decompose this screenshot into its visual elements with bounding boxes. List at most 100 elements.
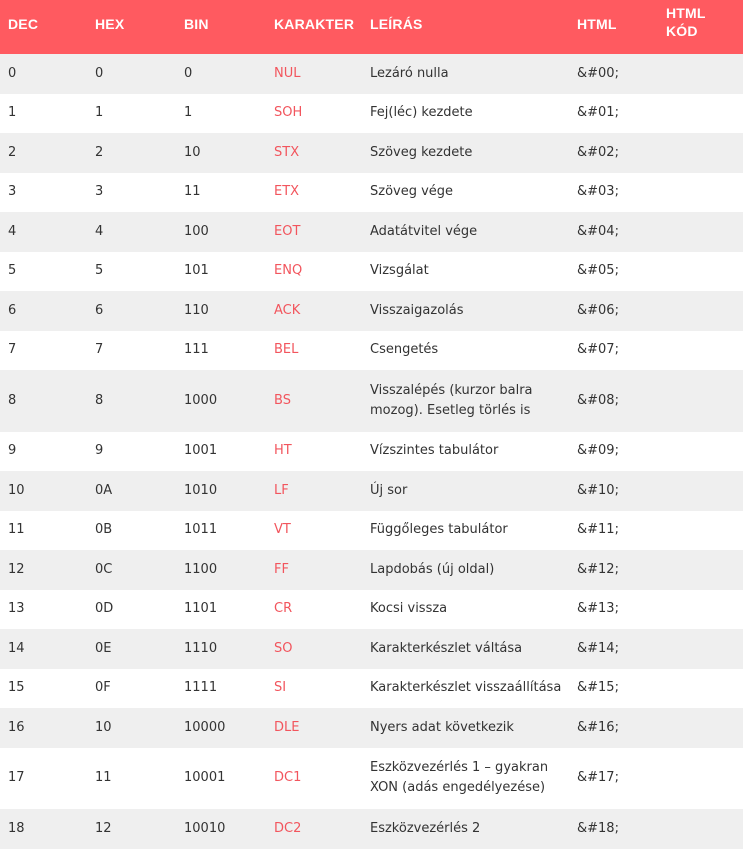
cell-karakter: DC1 bbox=[274, 770, 302, 786]
table-row: 1 1 1 SOH Fej(léc) kezdete &#01; bbox=[0, 93, 743, 134]
cell-dec: 15 bbox=[8, 680, 25, 696]
table-row: 2 2 10 STX Szöveg kezdete &#02; bbox=[0, 133, 743, 173]
header-bin: BIN bbox=[184, 16, 209, 32]
cell-hex: 7 bbox=[95, 342, 104, 358]
table-row: 9 9 1001 HT Vízszintes tabulátor &#09; bbox=[0, 431, 743, 471]
cell-html-kod bbox=[658, 590, 743, 630]
cell-leiras: Lapdobás (új oldal) bbox=[370, 561, 495, 577]
cell-html: &#08; bbox=[577, 392, 619, 408]
cell-html: &#04; bbox=[577, 223, 619, 239]
table-row: 8 8 1000 BS Visszalépés (kurzor balra mozog)… bbox=[0, 370, 743, 432]
cell-dec: 0 bbox=[8, 65, 17, 81]
cell-html: &#06; bbox=[577, 302, 619, 318]
cell-dec: 6 bbox=[8, 302, 17, 318]
cell-hex: 6 bbox=[95, 302, 104, 318]
header-dec: DEC bbox=[8, 16, 39, 32]
cell-hex: 5 bbox=[95, 263, 104, 279]
table-body: 0 0 0 NUL Lezáró nulla &#00; 1 1 1 SOH Fej(léc) ke… bbox=[0, 54, 743, 849]
table-row: 7 7 111 BEL Csengetés &#07; bbox=[0, 330, 743, 371]
cell-leiras: Függőleges tabulátor bbox=[370, 522, 508, 538]
cell-karakter: DC2 bbox=[274, 820, 302, 836]
cell-dec: 5 bbox=[8, 263, 17, 279]
cell-dec: 7 bbox=[8, 342, 17, 358]
cell-bin: 1010 bbox=[184, 482, 218, 498]
cell-dec: 10 bbox=[8, 482, 25, 498]
cell-bin: 10000 bbox=[184, 719, 226, 735]
cell-html: &#14; bbox=[577, 640, 619, 656]
cell-dec: 18 bbox=[8, 820, 25, 836]
cell-bin: 111 bbox=[184, 342, 209, 358]
cell-html-kod bbox=[658, 331, 743, 371]
cell-html-kod bbox=[658, 809, 743, 849]
cell-html: &#16; bbox=[577, 719, 619, 735]
cell-bin: 1111 bbox=[184, 680, 218, 696]
table-row: 17 11 10001 DC1 Eszközvezérlés 1 – gyakran X… bbox=[0, 747, 743, 810]
cell-hex: 0F bbox=[95, 680, 111, 696]
cell-html-kod bbox=[658, 708, 743, 748]
table-row: 13 0D 1101 CR Kocsi vissza &#13; bbox=[0, 589, 743, 630]
cell-html: &#01; bbox=[577, 105, 619, 121]
cell-leiras: Lezáró nulla bbox=[370, 65, 449, 81]
cell-html-kod bbox=[658, 669, 743, 709]
cell-hex: 10 bbox=[95, 719, 112, 735]
cell-html: &#12; bbox=[577, 561, 619, 577]
cell-bin: 100 bbox=[184, 223, 209, 239]
cell-karakter: SOH bbox=[274, 105, 303, 121]
cell-html: &#00; bbox=[577, 65, 619, 81]
cell-dec: 11 bbox=[8, 522, 25, 538]
cell-hex: 4 bbox=[95, 223, 104, 239]
cell-dec: 16 bbox=[8, 719, 25, 735]
cell-leiras: Fej(léc) kezdete bbox=[370, 105, 473, 121]
cell-leiras: Vizsgálat bbox=[370, 263, 429, 279]
cell-bin: 11 bbox=[184, 184, 201, 200]
table-row: 0 0 0 NUL Lezáró nulla &#00; bbox=[0, 54, 743, 94]
cell-bin: 10 bbox=[184, 144, 201, 160]
cell-leiras: Szöveg kezdete bbox=[370, 144, 473, 160]
cell-leiras: Kocsi vissza bbox=[370, 601, 448, 617]
table-row: 5 5 101 ENQ Vizsgálat &#05; bbox=[0, 251, 743, 292]
cell-html: &#07; bbox=[577, 342, 619, 358]
table-header: DEC HEX BIN KARAKTER LEÍRÁS HTML HTML KÓ… bbox=[0, 0, 743, 54]
cell-hex: 12 bbox=[95, 820, 112, 836]
cell-karakter: EOT bbox=[274, 223, 301, 239]
header-leiras: LEÍRÁS bbox=[370, 16, 423, 32]
cell-leiras: Adatátvitel vége bbox=[370, 223, 478, 239]
cell-html-kod bbox=[658, 212, 743, 252]
cell-hex: 0C bbox=[95, 561, 113, 577]
cell-html: &#02; bbox=[577, 144, 619, 160]
cell-leiras: Nyers adat következik bbox=[370, 719, 514, 735]
cell-html-kod bbox=[658, 511, 743, 551]
cell-bin: 1100 bbox=[184, 561, 218, 577]
table-row: 14 0E 1110 SO Karakterkészlet váltása &#14; bbox=[0, 629, 743, 669]
cell-html: &#09; bbox=[577, 443, 619, 459]
cell-html-kod bbox=[658, 629, 743, 669]
table-row: 10 0A 1010 LF Új sor &#10; bbox=[0, 471, 743, 511]
cell-html: &#10; bbox=[577, 482, 619, 498]
cell-bin: 101 bbox=[184, 263, 209, 279]
cell-dec: 3 bbox=[8, 184, 17, 200]
cell-karakter: LF bbox=[274, 482, 289, 498]
cell-dec: 12 bbox=[8, 561, 25, 577]
cell-karakter: BEL bbox=[274, 342, 299, 358]
cell-dec: 13 bbox=[8, 601, 25, 617]
cell-leiras: Karakterkészlet váltása bbox=[370, 640, 523, 656]
cell-html-kod bbox=[658, 133, 743, 173]
cell-karakter: STX bbox=[274, 144, 300, 160]
cell-html-kod bbox=[658, 252, 743, 292]
cell-karakter: NUL bbox=[274, 65, 301, 81]
cell-html-kod bbox=[658, 54, 743, 94]
cell-leiras: Eszközvezérlés 1 – gyakran XON (adás eng… bbox=[370, 760, 549, 796]
cell-leiras: Csengetés bbox=[370, 342, 439, 358]
cell-leiras: Karakterkészlet visszaállítása bbox=[370, 680, 562, 696]
cell-html-kod bbox=[658, 550, 743, 590]
cell-dec: 14 bbox=[8, 640, 25, 656]
header-html-kod: HTML KÓD bbox=[666, 5, 706, 39]
cell-leiras: Új sor bbox=[370, 482, 408, 498]
cell-karakter: ETX bbox=[274, 184, 300, 200]
cell-html-kod bbox=[658, 748, 743, 810]
cell-bin: 1101 bbox=[184, 601, 218, 617]
cell-karakter: SI bbox=[274, 680, 287, 696]
cell-html-kod bbox=[658, 94, 743, 134]
cell-karakter: CR bbox=[274, 601, 293, 617]
header-karakter: KARAKTER bbox=[274, 16, 355, 32]
